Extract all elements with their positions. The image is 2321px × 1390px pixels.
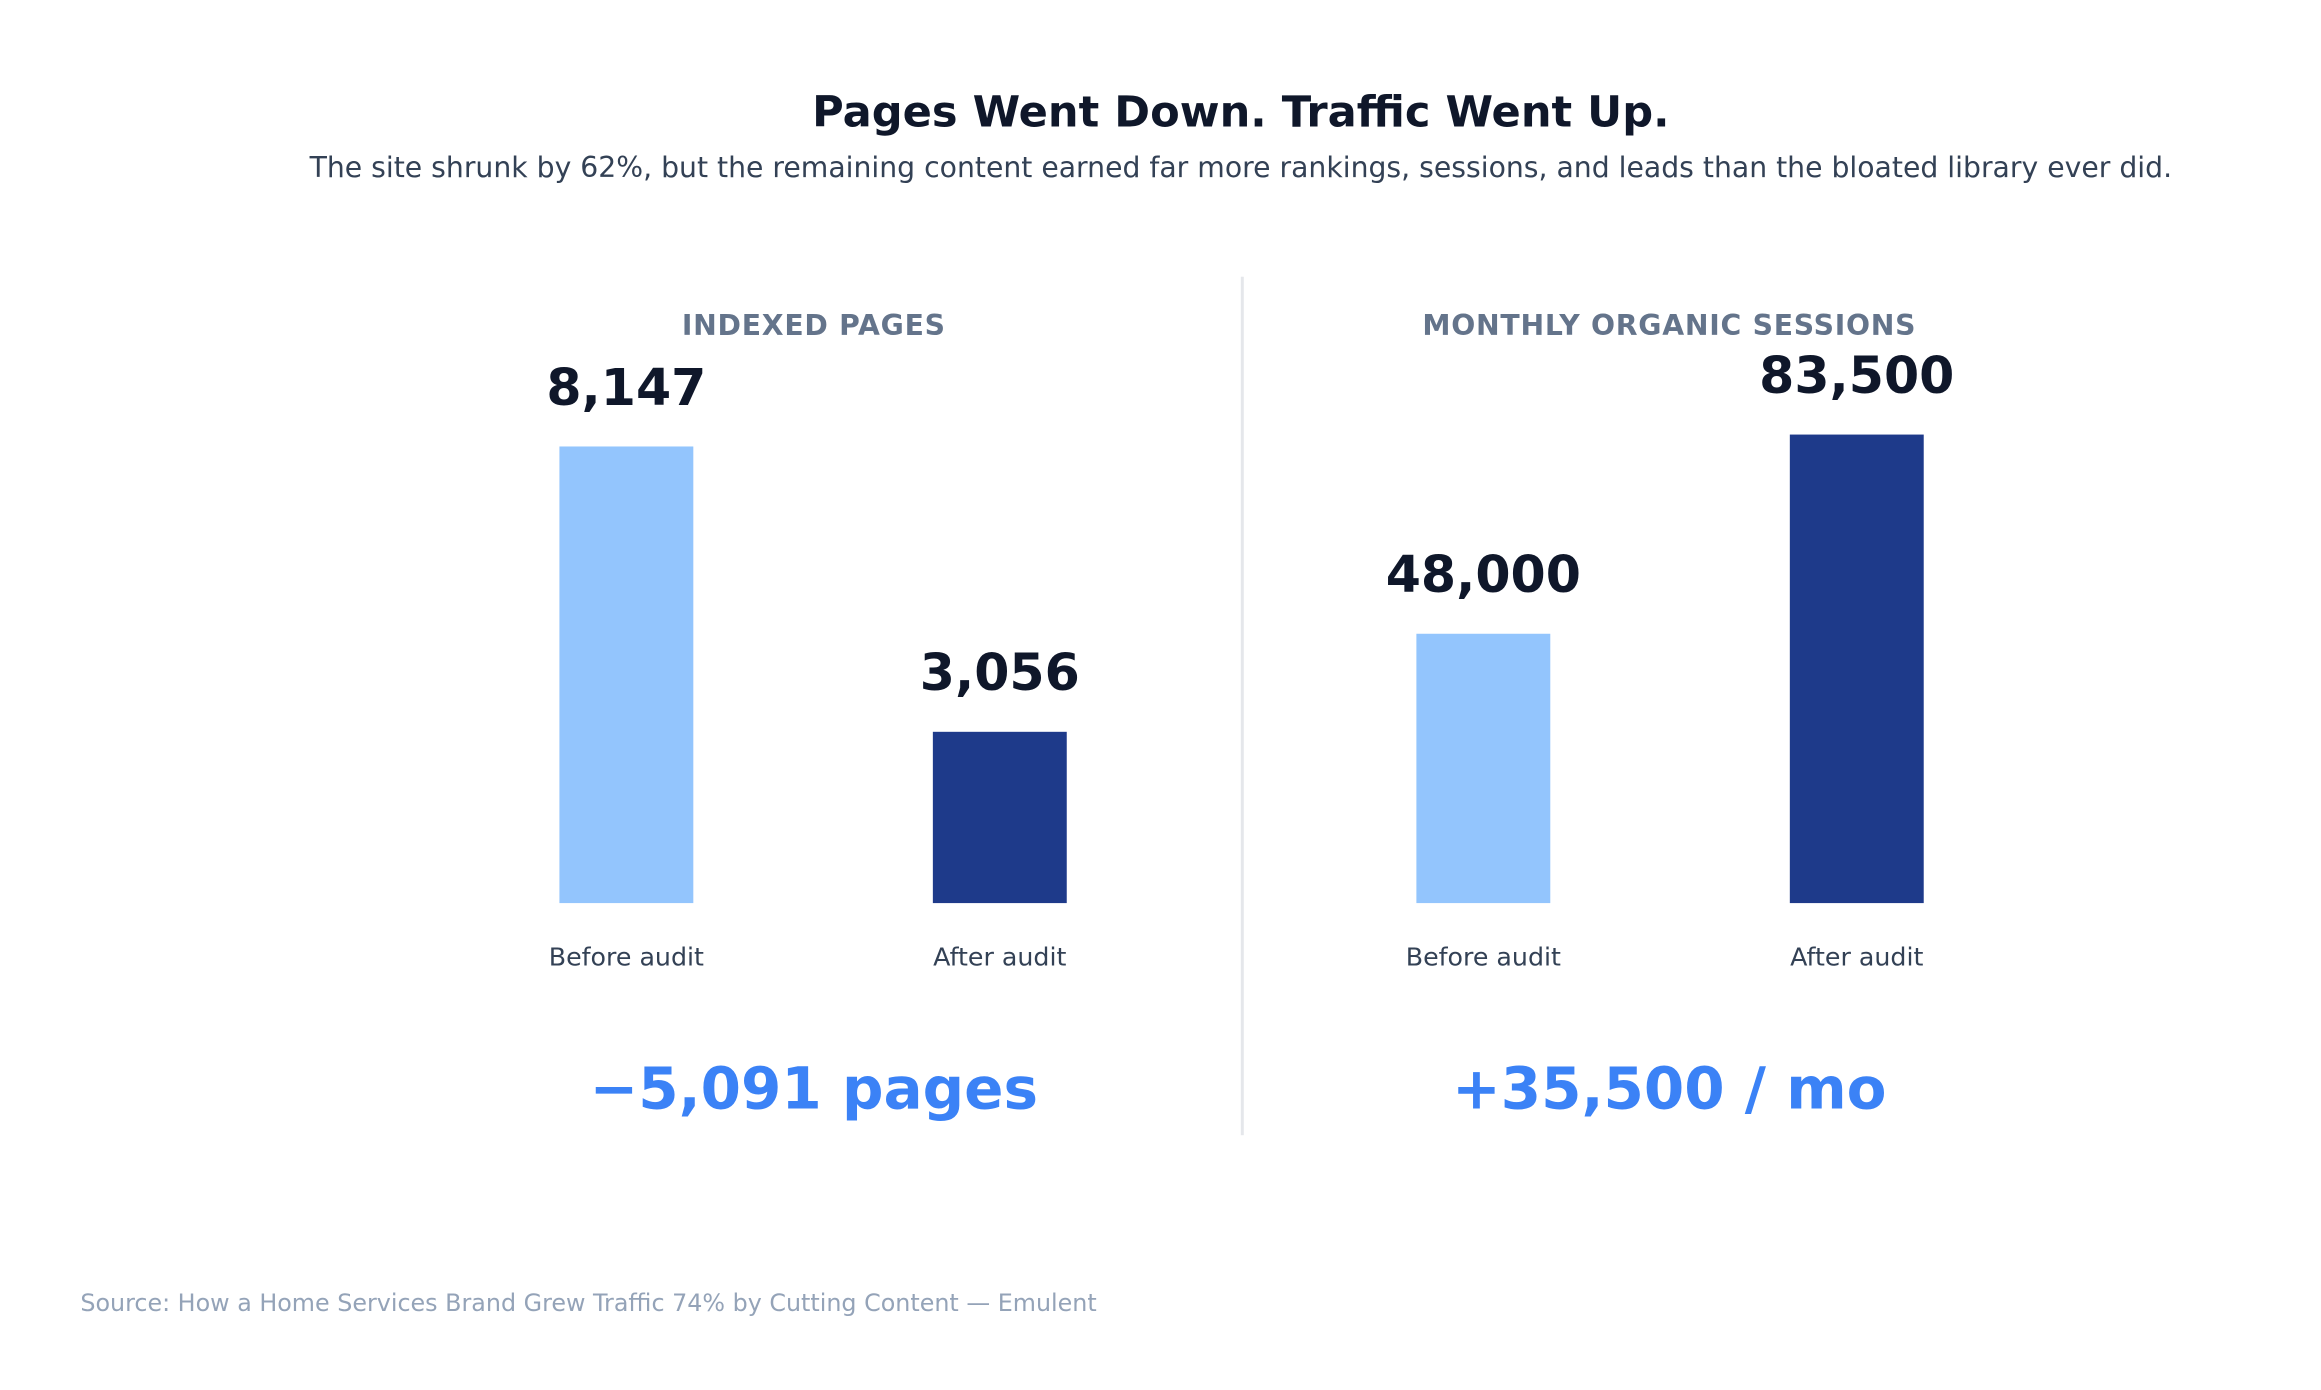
chart-title: Pages Went Down. Traffic Went Up. <box>812 86 1670 137</box>
chart-subtitle: The site shrunk by 62%, but the remainin… <box>309 151 2173 185</box>
panel-title-monthly-sessions: MONTHLY ORGANIC SESSIONS <box>1422 309 1917 343</box>
value-label: 8,147 <box>546 358 706 417</box>
panel-divider <box>1240 276 1244 1136</box>
delta-monthly-sessions: +35,500 / mo <box>1452 1056 1887 1124</box>
bar-after-audit <box>1789 434 1924 904</box>
category-label: After audit <box>1790 943 1923 972</box>
value-label: 83,500 <box>1759 346 1954 405</box>
delta-indexed-pages: −5,091 pages <box>589 1056 1039 1124</box>
panel-title-indexed-pages: INDEXED PAGES <box>681 309 946 343</box>
bar-before-audit <box>1416 633 1551 904</box>
category-label: Before audit <box>549 943 704 972</box>
source-note: Source: How a Home Services Brand Grew T… <box>80 1288 1097 1317</box>
value-label: 3,056 <box>920 643 1080 702</box>
bar-before-audit <box>559 446 694 904</box>
value-label: 48,000 <box>1386 545 1581 604</box>
bar-after-audit <box>932 731 1067 904</box>
category-label: After audit <box>933 943 1066 972</box>
category-label: Before audit <box>1406 943 1561 972</box>
